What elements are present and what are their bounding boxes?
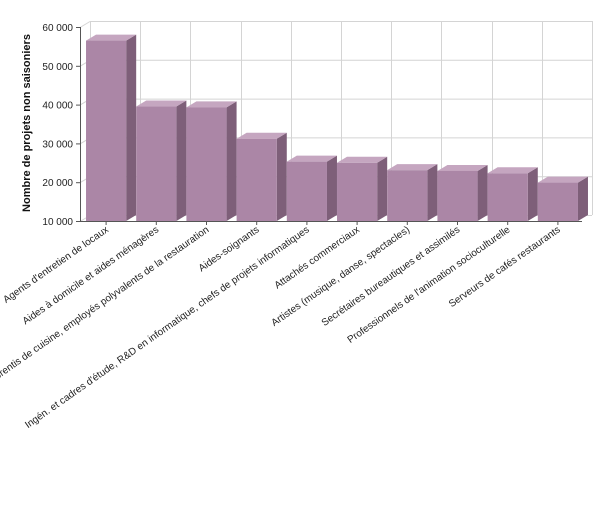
bar-front [337,162,378,221]
y-tick-label: 60 000 [42,23,73,34]
bar-top [136,100,187,107]
y-tick-label: 10 000 [42,217,73,228]
bar-side [577,176,588,221]
bar-front [136,106,177,221]
bar-side [126,34,137,221]
bar-front [437,170,478,221]
y-tick-label: 20 000 [42,178,73,189]
bar [136,100,187,221]
bar [286,155,337,221]
bar [387,164,438,221]
bar-top [236,132,287,139]
bar-top [387,164,438,171]
bar [186,101,237,221]
y-tick-label: 30 000 [42,139,73,150]
bar [337,156,388,221]
bar-side [276,132,287,221]
bar-top [487,167,538,174]
bar-side [427,164,438,221]
bar [86,34,137,221]
bar-side [326,155,337,221]
y-tick-label: 50 000 [42,62,73,73]
bar-front [286,161,327,221]
bars [86,34,588,221]
bar-front [236,138,277,221]
bar-top [337,156,388,163]
y-gridline-depth [79,21,91,28]
bar-side [226,101,237,221]
bar-top [537,176,588,183]
bar-side [176,100,187,221]
bar [487,167,538,221]
bar-top [286,155,337,162]
bar-front [186,107,227,221]
bar-front [86,40,127,221]
bar [236,132,287,221]
bar-front [387,170,428,221]
bar-top [186,101,237,108]
bar-front [487,173,528,221]
bar [537,176,588,221]
bar-front [537,182,578,221]
bar-side [477,164,488,221]
bar-side [527,167,538,221]
y-axis-title: Nombre de projets non saisoniers [21,34,33,212]
bar [437,164,488,221]
y-tick-label: 40 000 [42,101,73,112]
bar-side [377,156,388,221]
x-tick-label: Attachés commerciaux [273,224,362,291]
axes [76,27,582,225]
bar-top [86,34,137,41]
bar-top [437,164,488,171]
